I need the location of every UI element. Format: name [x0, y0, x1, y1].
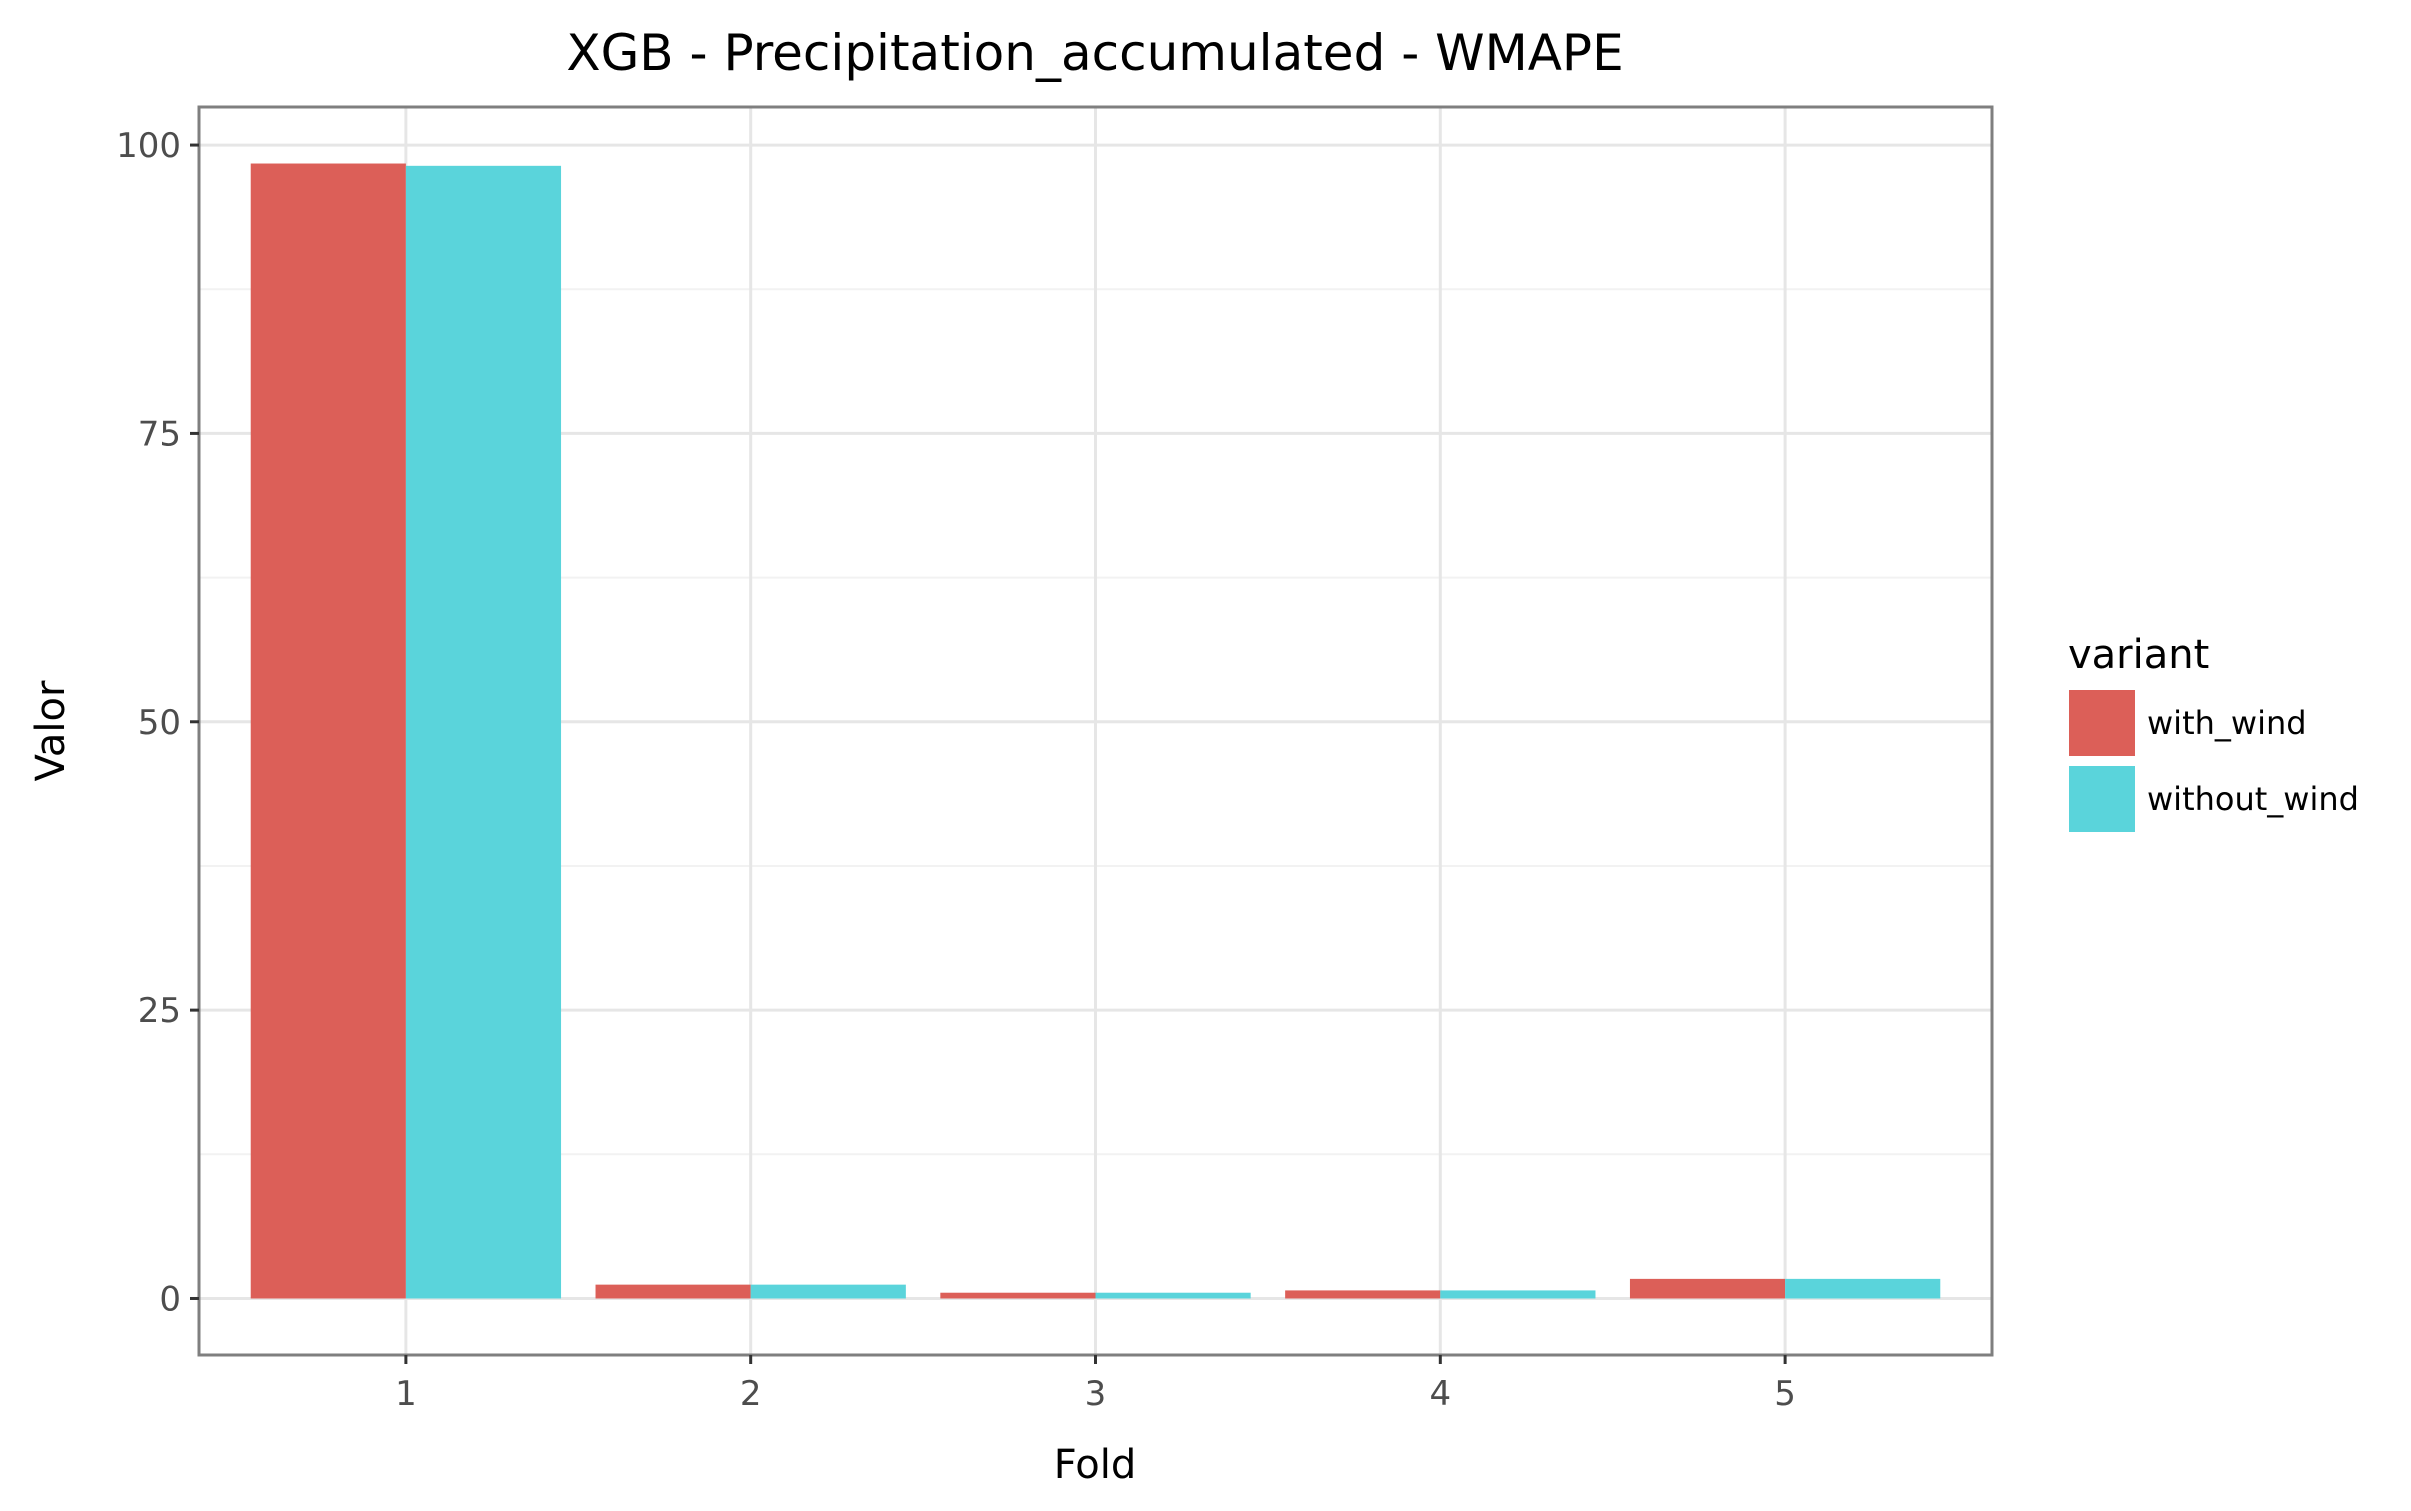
y-axis-title: Valor: [28, 680, 74, 781]
y-tick-label: 75: [138, 414, 181, 454]
bar-without-wind-fold-4: [1440, 1290, 1596, 1299]
plot-panel: [197, 105, 1994, 1357]
chart-title: XGB - Precipitation_accumulated - WMAPE: [566, 24, 1623, 82]
y-tick-label: 50: [138, 703, 181, 743]
legend-label-without-wind: without_wind: [2147, 780, 2359, 818]
x-tick-label: 4: [1429, 1374, 1451, 1414]
x-tick-label: 3: [1085, 1374, 1107, 1414]
bar-without-wind-fold-2: [750, 1284, 906, 1299]
bar-without-wind-fold-1: [405, 165, 562, 1299]
x-tick-label: 5: [1774, 1374, 1796, 1414]
x-tick-label: 1: [395, 1374, 417, 1414]
bar-without-wind-fold-5: [1785, 1278, 1941, 1299]
legend-key-with-wind: [2069, 690, 2135, 756]
y-tick-label: 25: [138, 991, 181, 1031]
legend: variant with_wind without_wind: [2068, 632, 2359, 832]
y-tick-label: 0: [159, 1279, 181, 1319]
bars: [250, 163, 1941, 1299]
bar-with-wind-fold-3: [940, 1292, 1096, 1299]
y-tick-label: 100: [116, 126, 181, 166]
y-axis: 0 25 50 75 100: [116, 126, 199, 1319]
bar-with-wind-fold-4: [1285, 1290, 1441, 1299]
legend-title: variant: [2068, 632, 2209, 678]
legend-label-with-wind: with_wind: [2147, 704, 2307, 742]
legend-key-without-wind: [2069, 766, 2135, 832]
bar-with-wind-fold-5: [1629, 1278, 1786, 1299]
x-axis-title: Fold: [1054, 1442, 1137, 1488]
x-tick-label: 2: [740, 1374, 762, 1414]
bar-with-wind-fold-2: [595, 1284, 751, 1299]
bar-with-wind-fold-1: [250, 163, 406, 1299]
bar-without-wind-fold-3: [1095, 1292, 1251, 1299]
x-axis: 1 2 3 4 5: [395, 1355, 1796, 1414]
